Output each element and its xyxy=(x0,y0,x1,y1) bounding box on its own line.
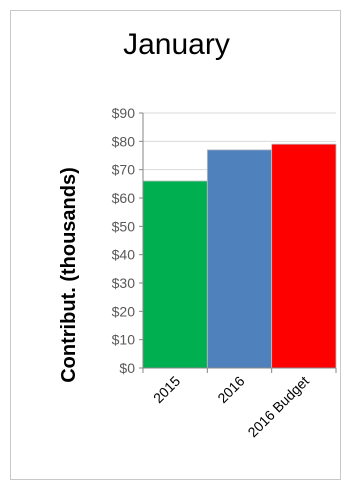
x-tick-label: 2016 Budget xyxy=(244,373,312,441)
y-tick-label: $60 xyxy=(112,190,136,206)
y-tick-label: $30 xyxy=(112,275,136,291)
y-tick-label: $20 xyxy=(112,303,136,319)
y-tick-label: $70 xyxy=(112,162,136,178)
y-axis-label: Contribut. (thousands) xyxy=(58,167,80,383)
chart-title: January xyxy=(123,28,230,61)
y-tick-label: $10 xyxy=(112,332,136,348)
y-tick-label: $40 xyxy=(112,247,136,263)
bar-2016 xyxy=(206,149,273,369)
bar-2016-budget xyxy=(271,143,337,369)
x-tick-label: 2015 xyxy=(150,373,183,406)
y-tick-label: $80 xyxy=(112,133,136,149)
x-tick-label: 2016 xyxy=(214,373,247,406)
y-tick-label: $50 xyxy=(112,218,136,234)
y-tick-label: $0 xyxy=(119,360,135,376)
bar-2015 xyxy=(142,180,208,369)
y-tick-label: $90 xyxy=(112,105,136,121)
